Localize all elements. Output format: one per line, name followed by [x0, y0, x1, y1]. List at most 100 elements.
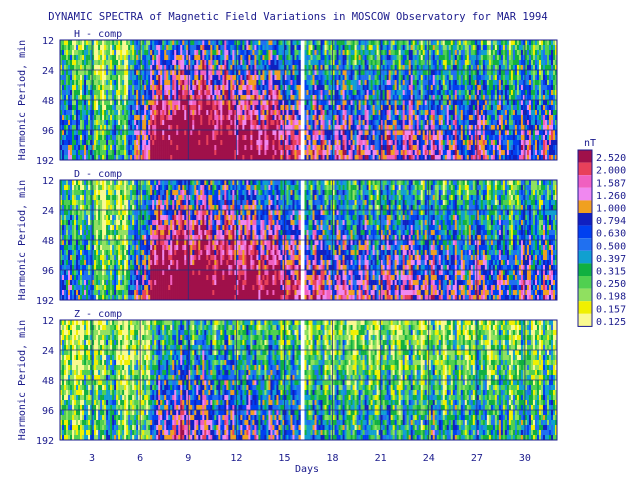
spectra-cell: [266, 110, 269, 116]
spectra-cell: [250, 65, 253, 71]
spectra-cell: [408, 110, 411, 116]
spectra-cell: [468, 80, 472, 86]
spectra-cell: [414, 130, 417, 136]
spectra-cell: [472, 140, 476, 146]
spectra-cell: [228, 60, 231, 66]
spectra-cell: [234, 55, 237, 61]
spectra-cell: [272, 65, 275, 71]
spectra-cell: [338, 85, 341, 91]
spectra-cell: [80, 95, 83, 101]
spectra-cell: [94, 150, 97, 156]
spectra-cell: [214, 140, 217, 146]
spectra-cell: [206, 140, 209, 146]
spectra-cell: [138, 155, 141, 161]
spectra-cell: [246, 70, 249, 76]
spectra-cell: [340, 105, 343, 111]
spectra-cell: [62, 70, 65, 76]
spectra-cell: [394, 95, 397, 101]
spectra-cell: [222, 155, 225, 161]
spectra-cell: [394, 100, 397, 106]
spectra-cell: [268, 50, 271, 56]
spectra-cell: [284, 150, 287, 156]
spectra-cell: [144, 40, 147, 46]
spectra-cell: [234, 130, 237, 136]
spectra-cell: [222, 150, 225, 156]
spectra-cell: [188, 105, 191, 111]
spectra-cell: [212, 110, 215, 116]
spectra-cell: [294, 50, 297, 56]
spectra-cell: [372, 80, 375, 86]
spectra-cell: [332, 125, 335, 131]
spectra-cell: [94, 105, 97, 111]
spectra-cell: [338, 100, 341, 106]
spectra-cell: [388, 80, 391, 86]
spectra-cell: [392, 65, 395, 71]
spectra-cell: [356, 50, 359, 56]
spectra-cell: [222, 135, 225, 141]
spectra-cell: [240, 105, 243, 111]
spectra-cell: [202, 100, 205, 106]
spectra-cell: [422, 75, 425, 81]
spectra-cell: [416, 50, 419, 56]
spectra-cell: [128, 60, 131, 66]
spectra-cell: [380, 140, 383, 146]
spectra-cell: [70, 60, 73, 66]
spectra-cell: [154, 155, 157, 161]
spectra-cell: [278, 80, 281, 86]
spectra-cell: [448, 105, 452, 111]
spectra-cell: [384, 65, 387, 71]
spectra-cell: [140, 145, 143, 151]
spectra-cell: [474, 85, 478, 91]
spectra-cell: [218, 135, 221, 141]
spectra-cell: [468, 110, 472, 116]
spectra-cell: [356, 135, 359, 141]
spectra-cell: [462, 40, 466, 46]
spectra-cell: [430, 145, 433, 151]
spectra-cell: [72, 115, 75, 121]
spectra-cell: [368, 130, 371, 136]
spectra-cell: [318, 90, 321, 96]
spectra-cell: [286, 145, 289, 151]
spectra-cell: [170, 65, 173, 71]
spectra-cell: [356, 130, 359, 136]
spectra-cell: [326, 110, 329, 116]
spectra-cell: [246, 85, 249, 91]
spectra-cell: [454, 145, 458, 151]
spectra-cell: [202, 155, 205, 161]
spectra-cell: [290, 65, 293, 71]
spectra-cell: [80, 155, 83, 161]
spectra-cell: [406, 40, 409, 46]
spectra-cell: [90, 135, 93, 141]
spectra-cell: [286, 140, 289, 146]
spectra-cell: [360, 155, 363, 161]
spectra-cell: [434, 60, 437, 66]
spectra-cell: [168, 125, 171, 131]
spectra-cell: [128, 40, 131, 46]
spectra-cell: [436, 65, 440, 71]
spectra-cell: [294, 85, 297, 91]
spectra-cell: [142, 75, 145, 81]
spectra-cell: [250, 40, 253, 46]
spectra-cell: [190, 150, 193, 156]
spectra-cell: [322, 115, 325, 121]
spectra-cell: [458, 65, 462, 71]
spectra-cell: [358, 150, 361, 156]
spectra-cell: [428, 95, 431, 101]
spectra-cell: [346, 90, 349, 96]
spectra-cell: [128, 125, 131, 131]
spectra-cell: [430, 65, 433, 71]
spectra-cell: [100, 65, 103, 71]
spectra-cell: [178, 70, 181, 76]
spectra-cell: [180, 140, 183, 146]
spectra-cell: [376, 85, 379, 91]
spectra-cell: [464, 70, 468, 76]
spectra-cell: [466, 60, 470, 66]
spectra-cell: [372, 105, 375, 111]
spectra-cell: [96, 50, 99, 56]
spectra-cell: [144, 140, 147, 146]
spectra-cell: [102, 80, 105, 86]
spectra-cell: [224, 90, 227, 96]
spectra-cell: [276, 60, 279, 66]
spectra-cell: [280, 60, 283, 66]
spectra-cell: [310, 55, 313, 61]
